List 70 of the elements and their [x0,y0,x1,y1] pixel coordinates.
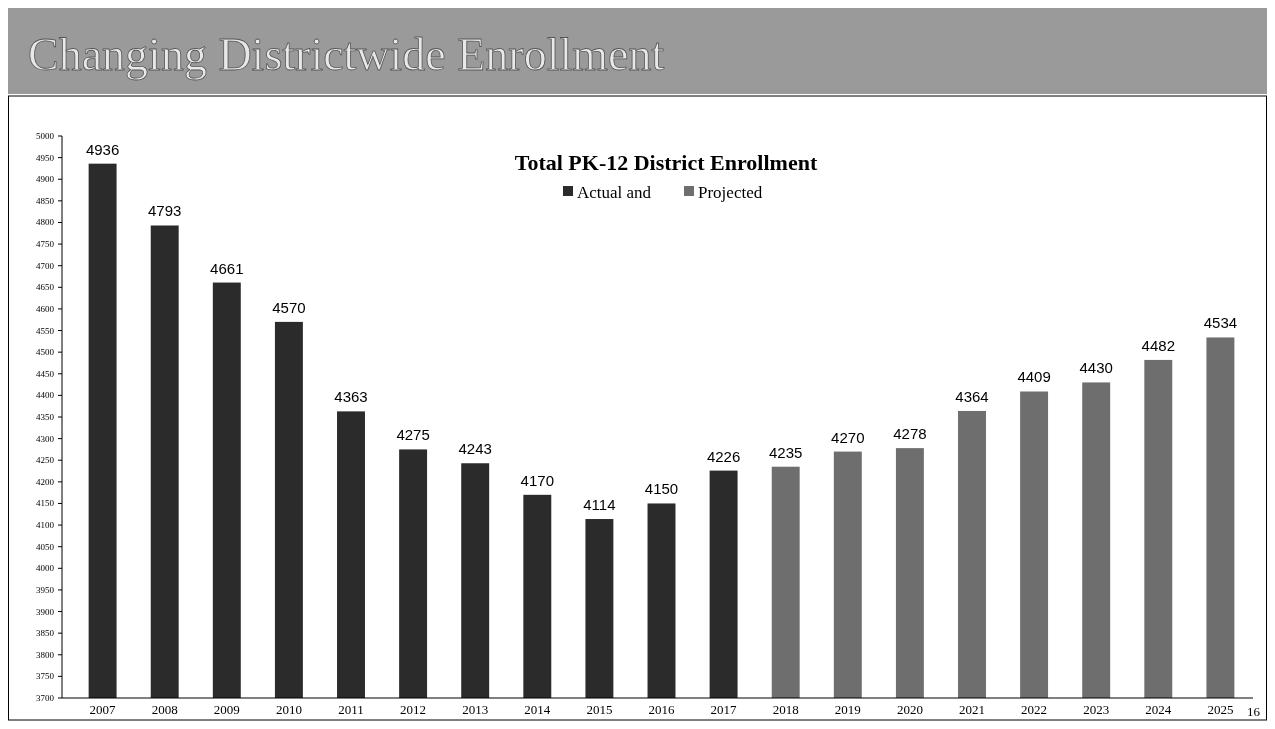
x-tick-label: 2022 [1021,702,1048,717]
x-tick-label: 2014 [524,702,551,717]
y-tick-label: 3750 [36,671,55,682]
y-tick-label: 3900 [36,606,55,617]
y-tick-label: 4450 [36,368,55,379]
text: Total PK-12 District Enrollment [514,150,818,175]
y-tick-label: 4250 [36,455,55,466]
data-label: 4170 [520,471,554,489]
y-tick-label: 4050 [36,541,55,552]
data-label: 4243 [458,440,492,458]
y-tick-label: 3700 [36,693,55,703]
data-label: 4114 [583,496,616,514]
legend-label: Projected [698,183,763,202]
y-tick-label: 4400 [36,390,55,401]
x-tick-label: 2020 [896,702,923,717]
y-tick-label: 3800 [36,649,55,660]
y-tick-label: 4800 [36,217,55,228]
data-label: 4235 [769,443,803,461]
data-label: 4409 [1017,368,1051,386]
y-tick-label: 4950 [36,152,55,163]
data-label: 4150 [644,480,679,498]
y-tick-label: 4200 [36,476,55,487]
x-tick-label: 2008 [151,702,178,717]
y-tick-label: 4550 [36,325,55,336]
y-tick-label: 4000 [36,563,55,574]
x-tick-label: 2010 [275,702,302,717]
x-tick-label: 2011 [338,702,364,717]
data-label: 4364 [955,387,989,405]
y-tick-label: 4750 [36,239,55,250]
data-label: 4270 [831,428,865,446]
y-tick-label: 4650 [36,282,55,293]
x-tick-label: 2015 [586,702,613,717]
x-tick-label: 2009 [213,702,240,717]
y-tick-label: 4900 [36,174,55,185]
x-tick-label: 2013 [462,702,489,717]
chart-title: Changing Districtwide Enrollment [28,29,665,80]
x-tick-label: 2019 [834,702,861,717]
text: 16 [1247,704,1261,719]
x-tick-label: 2016 [648,702,675,717]
data-label: 4278 [893,425,927,443]
data-label: 4430 [1079,359,1113,377]
data-label: 4275 [396,426,430,444]
y-tick-label: 4850 [36,195,55,206]
y-tick-label: 3950 [36,584,55,595]
x-tick-label: 2021 [959,702,985,717]
y-tick-label: 3850 [36,628,55,639]
x-tick-label: 2012 [400,702,427,717]
x-tick-label: 2024 [1145,702,1172,717]
x-tick-label: 2025 [1207,702,1234,717]
y-tick-label: 4100 [36,520,55,531]
data-label: 4482 [1141,336,1175,354]
y-tick-label: 4150 [36,498,55,509]
x-tick-label: 2018 [772,702,799,717]
data-label: 4661 [210,259,244,277]
legend-label: Actual and [577,183,652,202]
y-tick-label: 5000 [36,131,55,141]
y-tick-label: 4500 [36,347,55,358]
data-label: 4363 [334,388,368,406]
x-tick-label: 2007 [89,702,117,717]
y-tick-label: 4350 [36,412,55,422]
data-label: 4793 [148,202,182,220]
y-tick-label: 4700 [36,260,55,271]
data-label: 4570 [272,298,306,316]
y-tick-label: 4300 [36,433,55,444]
y-tick-label: 4600 [36,303,55,314]
x-tick-label: 2017 [710,702,738,717]
data-label: 4534 [1203,314,1238,332]
data-label: 4936 [85,140,120,158]
x-tick-label: 2023 [1083,702,1110,717]
data-label: 4226 [706,447,741,465]
